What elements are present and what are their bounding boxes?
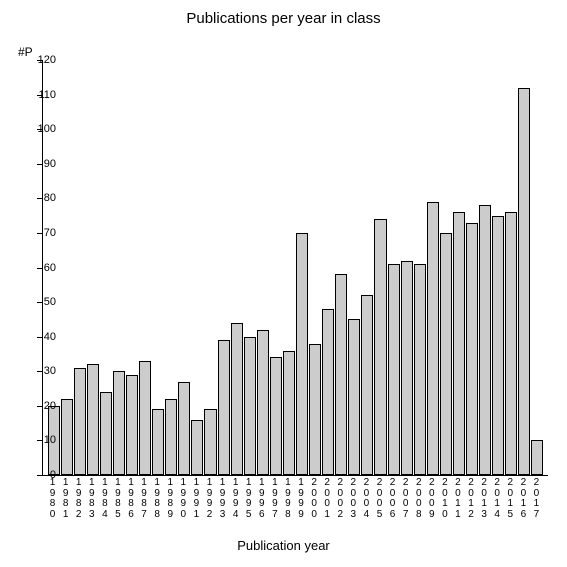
bar <box>348 319 360 475</box>
x-tick-label: 1994 <box>229 478 242 520</box>
bar <box>165 399 177 475</box>
x-tick-label: 2001 <box>321 478 334 520</box>
bar <box>113 371 125 475</box>
x-tick-label: 1988 <box>151 478 164 520</box>
y-tick-label: 100 <box>32 123 56 135</box>
x-tick-label: 2010 <box>438 478 451 520</box>
bar <box>492 216 504 475</box>
x-tick-label: 1986 <box>124 478 137 520</box>
bar <box>126 375 138 475</box>
x-tick-label: 2012 <box>465 478 478 520</box>
bars-container <box>47 60 544 475</box>
x-tick-label: 1984 <box>98 478 111 520</box>
x-tick-label: 2008 <box>412 478 425 520</box>
x-tick-label: 2002 <box>334 478 347 520</box>
bar <box>178 382 190 475</box>
bar <box>466 223 478 475</box>
bar <box>61 399 73 475</box>
bar <box>87 364 99 475</box>
y-tick-label: 110 <box>32 89 56 101</box>
x-tick-label: 2005 <box>373 478 386 520</box>
x-tick-label: 2014 <box>491 478 504 520</box>
bar <box>231 323 243 475</box>
bar <box>414 264 426 475</box>
x-tick-label: 1985 <box>111 478 124 520</box>
bar <box>191 420 203 475</box>
x-tick-label: 1987 <box>138 478 151 520</box>
x-axis-title: Publication year <box>0 538 567 553</box>
y-tick-label: 40 <box>32 331 56 343</box>
bar <box>204 409 216 475</box>
bar <box>453 212 465 475</box>
bar <box>361 295 373 475</box>
plot-area <box>42 60 548 476</box>
x-tick-label: 2013 <box>478 478 491 520</box>
bar <box>296 233 308 475</box>
y-tick-label: 10 <box>32 434 56 446</box>
y-tick-label: 50 <box>32 296 56 308</box>
x-tick-label: 1980 <box>46 478 59 520</box>
y-tick-label: 70 <box>32 227 56 239</box>
bar <box>479 205 491 475</box>
x-tick-label: 1993 <box>216 478 229 520</box>
x-tick-label: 1992 <box>203 478 216 520</box>
x-tick-label: 2007 <box>399 478 412 520</box>
x-tick-label: 2006 <box>386 478 399 520</box>
bar <box>244 337 256 475</box>
y-tick-label: 80 <box>32 192 56 204</box>
x-tick-label: 2000 <box>308 478 321 520</box>
bar <box>152 409 164 475</box>
bar <box>309 344 321 475</box>
x-tick-label: 1990 <box>177 478 190 520</box>
x-tick-label: 2004 <box>360 478 373 520</box>
bar <box>74 368 86 475</box>
bar <box>531 440 543 475</box>
x-labels-container: 1980198119821983198419851986198719881989… <box>46 478 543 520</box>
bar <box>427 202 439 475</box>
x-tick-label: 1996 <box>255 478 268 520</box>
x-tick-label: 2017 <box>530 478 543 520</box>
x-tick-label: 1982 <box>72 478 85 520</box>
bar <box>440 233 452 475</box>
x-tick-label: 1991 <box>190 478 203 520</box>
y-tick-label: 60 <box>32 262 56 274</box>
bar <box>322 309 334 475</box>
bar <box>270 357 282 475</box>
x-tick-label: 2009 <box>425 478 438 520</box>
y-tick-label: 20 <box>32 400 56 412</box>
bar <box>505 212 517 475</box>
bar <box>283 351 295 476</box>
bar <box>401 261 413 475</box>
x-tick-label: 1997 <box>268 478 281 520</box>
x-tick-label: 1999 <box>294 478 307 520</box>
y-axis-label: #P <box>18 45 33 59</box>
y-tick-label: 0 <box>32 469 56 481</box>
bar <box>388 264 400 475</box>
x-tick-label: 2011 <box>451 478 464 520</box>
bar <box>374 219 386 475</box>
x-tick-label: 2016 <box>517 478 530 520</box>
y-tick-label: 120 <box>32 54 56 66</box>
x-tick-label: 1981 <box>59 478 72 520</box>
bar <box>139 361 151 475</box>
x-tick-label: 1995 <box>242 478 255 520</box>
bar <box>257 330 269 475</box>
bar <box>218 340 230 475</box>
x-tick-label: 2003 <box>347 478 360 520</box>
y-tick-label: 30 <box>32 365 56 377</box>
x-tick-label: 1989 <box>164 478 177 520</box>
chart-title: Publications per year in class <box>0 10 567 27</box>
bar <box>518 88 530 475</box>
x-tick-label: 2015 <box>504 478 517 520</box>
bar <box>335 274 347 475</box>
y-tick-label: 90 <box>32 158 56 170</box>
publications-bar-chart: Publications per year in class #P 198019… <box>0 0 567 567</box>
bar <box>100 392 112 475</box>
x-tick-label: 1998 <box>281 478 294 520</box>
x-tick-label: 1983 <box>85 478 98 520</box>
